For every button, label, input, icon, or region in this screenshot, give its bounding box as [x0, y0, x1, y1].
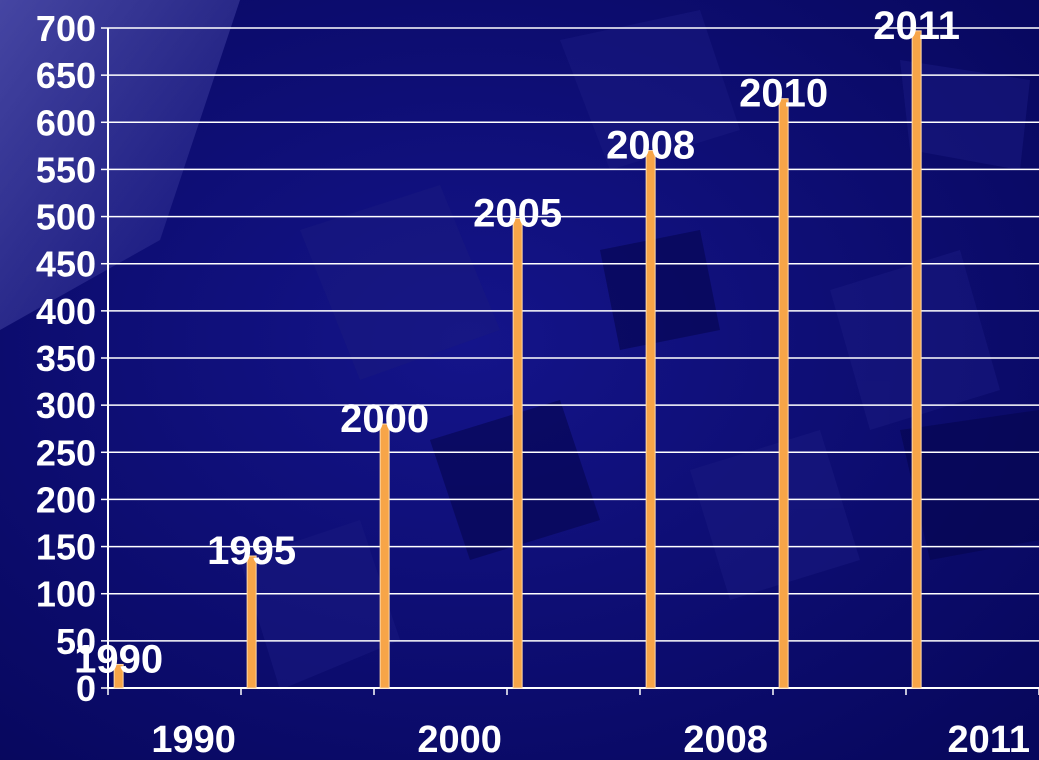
data-label-2000: 2000 — [340, 397, 429, 441]
data-labels: 1990 1995 2000 2005 2008 2010 2011 — [74, 4, 960, 682]
data-label-2005: 2005 — [473, 191, 562, 235]
data-label-2008: 2008 — [606, 124, 695, 168]
data-label-1990: 1990 — [74, 637, 163, 681]
x-tick-label-2008: 2008 — [683, 719, 768, 760]
x-tick-label-2011: 2011 — [948, 719, 1030, 760]
y-tick-label: 300 — [36, 385, 96, 426]
bar-2010 — [778, 98, 789, 689]
y-tick-label: 100 — [36, 574, 96, 615]
y-tick-labels: 0 50 100 150 200 250 300 350 400 450 500 550 600 650 7… — [36, 8, 96, 709]
y-tick-label: 600 — [36, 102, 96, 143]
bar-2011 — [911, 30, 922, 689]
bar-1990 — [113, 663, 124, 689]
axes — [101, 27, 1039, 695]
data-label-2011: 2011 — [873, 4, 960, 48]
x-tick-label-1990: 1990 — [151, 719, 236, 760]
y-tick-label: 450 — [36, 244, 96, 285]
bar-1995 — [246, 555, 257, 689]
y-tick-label: 700 — [36, 8, 96, 49]
data-label-2010: 2010 — [739, 72, 828, 116]
y-tick-label: 550 — [36, 149, 96, 190]
y-tick-label: 0 — [76, 668, 96, 709]
y-tick-label: 200 — [36, 479, 96, 520]
y-tick-label: 350 — [36, 338, 96, 379]
bars — [113, 30, 922, 689]
data-label-1995: 1995 — [207, 529, 296, 573]
x-tick-labels: 1990 2000 2008 2011 — [151, 719, 1030, 760]
y-tick-label: 50 — [56, 621, 96, 662]
y-tick-label: 400 — [36, 291, 96, 332]
y-tick-label: 500 — [36, 197, 96, 238]
bar-2005 — [512, 217, 523, 689]
x-tick-label-2000: 2000 — [417, 719, 502, 760]
gridlines — [108, 27, 1039, 642]
bar-2000 — [379, 423, 390, 689]
bar-2008 — [645, 150, 656, 689]
y-tick-label: 250 — [36, 432, 96, 473]
y-tick-label: 150 — [36, 527, 96, 568]
y-tick-label: 650 — [36, 55, 96, 96]
